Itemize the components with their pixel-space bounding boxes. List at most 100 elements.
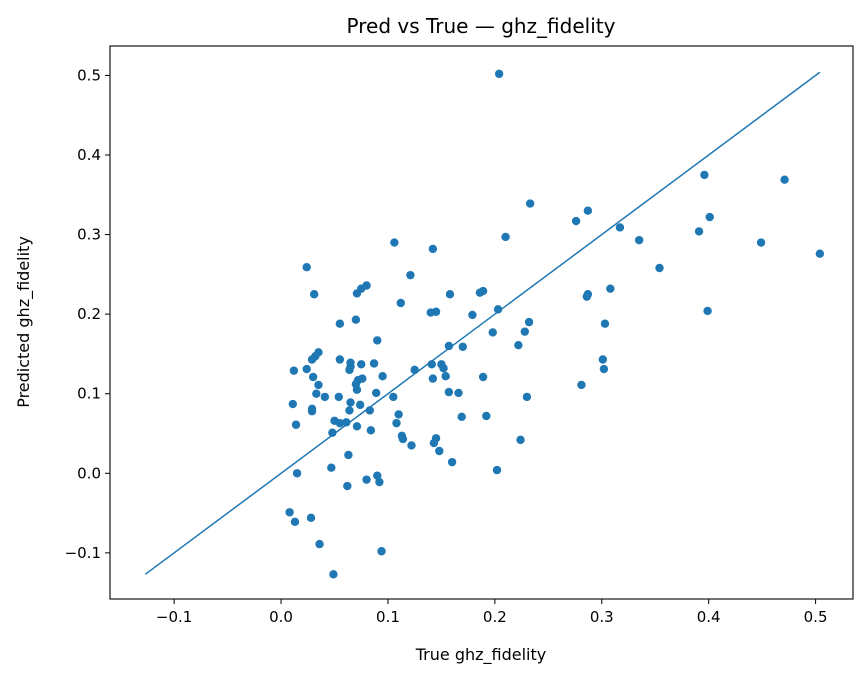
x-axis-label: True ghz_fidelity — [415, 645, 546, 665]
data-point — [439, 364, 448, 373]
data-point — [407, 441, 416, 450]
data-point — [447, 457, 457, 467]
data-point — [328, 428, 337, 437]
y-tick-label: 0.2 — [77, 305, 101, 323]
data-point — [308, 372, 318, 382]
data-point — [445, 290, 455, 299]
data-point — [327, 463, 336, 472]
x-tick-label: 0.5 — [804, 608, 828, 626]
data-point — [577, 380, 586, 390]
data-point — [334, 392, 343, 402]
data-point — [634, 235, 644, 245]
data-point — [703, 306, 712, 316]
x-axis: −0.1 0.0 0.1 0.2 0.3 0.4 0.5 — [156, 599, 828, 626]
data-point — [342, 418, 351, 427]
data-point — [655, 263, 664, 273]
data-point — [571, 216, 581, 226]
x-tick-label: 0.3 — [590, 608, 614, 626]
x-tick-label: 0.4 — [697, 608, 721, 626]
data-point — [441, 372, 450, 381]
data-point — [501, 232, 510, 242]
data-point — [494, 69, 504, 79]
data-point — [457, 412, 466, 421]
data-point — [428, 374, 438, 383]
data-point — [398, 434, 408, 444]
x-tick-label: 0.2 — [483, 608, 507, 626]
reference-line-layer — [144, 71, 821, 575]
y-axis-label: Predicted ghz_fidelity — [14, 236, 34, 408]
data-point — [335, 355, 345, 364]
data-point — [377, 547, 386, 556]
y-tick-label: 0.4 — [77, 146, 101, 164]
plot-frame — [109, 45, 854, 600]
y-tick-label: 0.3 — [77, 226, 101, 244]
y-axis: −0.1 0.0 0.1 0.2 0.3 0.4 0.5 — [65, 66, 110, 562]
data-point — [468, 310, 477, 320]
data-point — [815, 249, 825, 258]
data-point — [307, 355, 317, 364]
data-point — [306, 513, 316, 523]
data-point — [291, 420, 301, 429]
data-point — [351, 315, 361, 324]
data-point — [428, 244, 438, 254]
y-tick-label: 0.1 — [77, 385, 101, 403]
data-point — [582, 292, 592, 301]
data-point — [362, 475, 371, 484]
data-point — [410, 365, 419, 375]
data-point — [335, 319, 345, 328]
data-point — [343, 481, 352, 491]
chart-title: Pred vs True — ghz_fidelity — [347, 14, 616, 38]
data-point — [290, 517, 300, 527]
data-point — [302, 263, 311, 272]
data-point — [427, 360, 436, 369]
data-point — [307, 407, 317, 416]
y-tick-label: −0.1 — [65, 544, 101, 562]
data-point — [365, 406, 374, 415]
data-point — [514, 340, 523, 350]
data-point — [599, 364, 609, 374]
plot-area — [109, 45, 854, 600]
data-point — [598, 355, 608, 364]
data-point — [335, 418, 345, 428]
data-point — [700, 170, 709, 180]
data-point — [444, 341, 454, 351]
data-point — [705, 212, 714, 222]
data-point — [362, 281, 371, 290]
data-point — [780, 175, 789, 184]
x-tick-label: −0.1 — [156, 608, 192, 626]
data-point — [289, 366, 299, 375]
data-point — [302, 364, 311, 374]
data-point — [345, 365, 354, 375]
data-point — [373, 471, 382, 480]
data-point — [344, 450, 353, 460]
data-point — [525, 199, 535, 208]
data-point — [371, 388, 381, 398]
data-point — [285, 508, 294, 517]
data-point — [524, 317, 534, 327]
data-point — [394, 410, 403, 419]
data-point — [315, 539, 324, 549]
data-point — [312, 389, 321, 398]
data-point — [369, 359, 379, 368]
data-point — [288, 399, 298, 409]
data-point — [756, 238, 766, 247]
data-point — [378, 372, 387, 381]
y-tick-label: 0.5 — [77, 66, 101, 84]
data-point — [516, 435, 525, 445]
data-point — [389, 392, 398, 402]
data-points — [285, 69, 825, 579]
data-point — [390, 238, 399, 247]
data-point — [615, 223, 625, 232]
y-tick-label: 0.0 — [77, 464, 101, 482]
reference-line — [144, 71, 821, 575]
data-point — [352, 289, 362, 298]
data-point — [431, 307, 441, 316]
data-point — [309, 290, 319, 299]
data-point — [355, 400, 365, 410]
data-point — [352, 385, 362, 394]
data-point — [345, 406, 354, 415]
data-point — [600, 319, 610, 328]
data-point — [346, 398, 355, 407]
